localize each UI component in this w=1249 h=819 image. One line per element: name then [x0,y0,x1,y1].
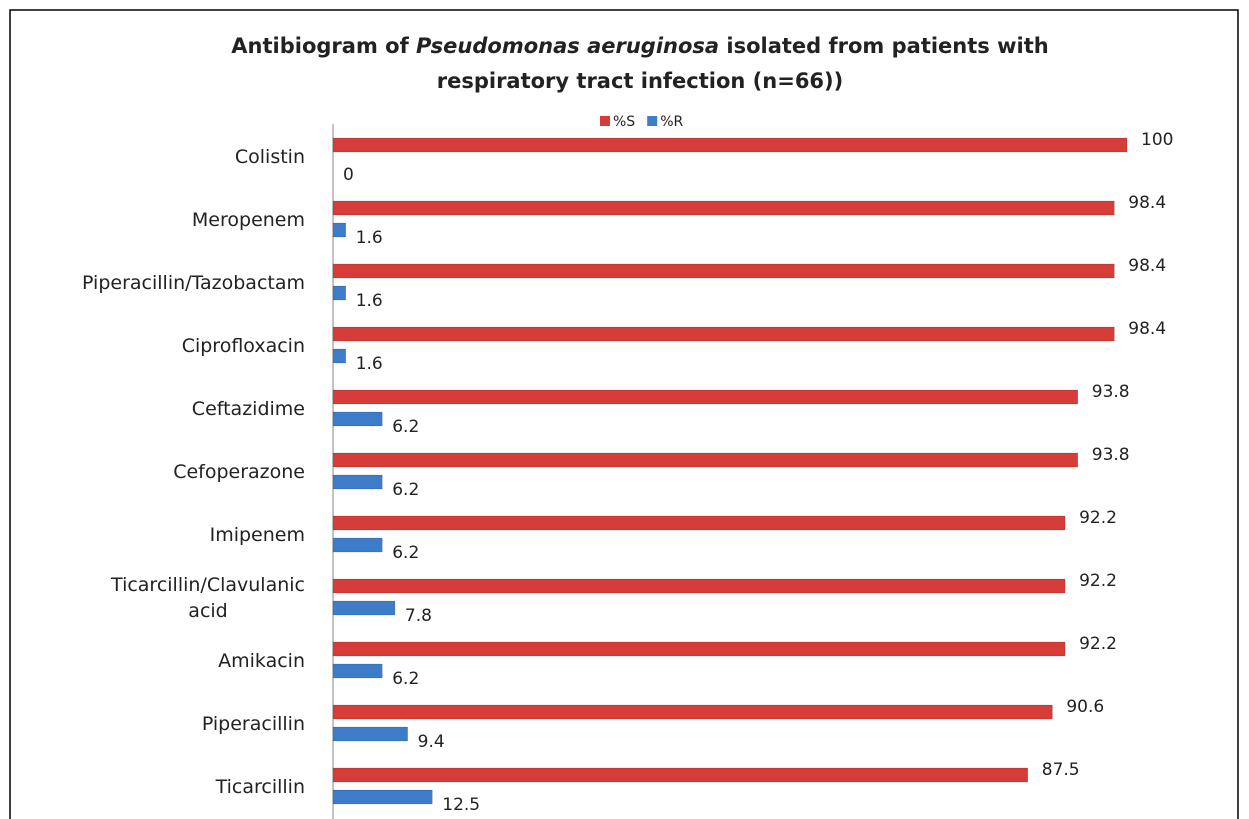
bar [332,222,346,238]
bar [332,348,346,364]
y-tick-label: Meropenem [191,209,305,231]
bar [332,474,383,490]
frame [9,9,1239,819]
bar [332,600,396,616]
data-label: 7.8 [405,606,432,626]
chart-title: respiratory tract infection (n=66)) [437,69,844,93]
data-label: 92.2 [1079,634,1117,654]
legend-label: %R [660,114,683,130]
y-tick-label: Colistin [234,146,305,168]
bar [332,452,1079,468]
data-label: 6.2 [392,417,419,437]
data-label: 1.6 [356,228,383,248]
data-label: 6.2 [392,669,419,689]
bar [332,537,383,553]
y-tick-label: Ticarcillin/Clavulanic acid [111,574,305,622]
bar [332,263,1115,279]
data-label: 98.4 [1128,319,1166,339]
bar [332,578,1066,594]
y-tick-label: Amikacin [218,650,305,672]
bar [332,515,1066,531]
legend-swatch [647,116,658,126]
data-label: 0 [343,165,354,185]
data-label: 98.4 [1128,193,1166,213]
y-tick-label: Ticarcillin [215,776,305,798]
bar [332,411,383,427]
data-label: 1.6 [356,291,383,311]
data-label: 87.5 [1042,760,1080,780]
data-label: 100 [1141,130,1173,150]
y-tick-label: Ceftazidime [191,398,305,420]
bar [332,726,408,742]
data-label: 1.6 [356,354,383,374]
data-label: 90.6 [1066,697,1104,717]
data-label: 12.5 [442,795,480,815]
data-label: 92.2 [1079,508,1117,528]
legend-label: %S [613,114,635,130]
bar [332,641,1066,657]
data-label: 93.8 [1092,382,1130,402]
chart-title: Antibiogram of Pseudomonas aeruginosa is… [231,34,1048,58]
y-tick-label: Piperacillin/Tazobactam [82,272,305,294]
data-label: 9.4 [418,732,445,752]
data-label: 6.2 [392,480,419,500]
bar [332,789,433,805]
bar [332,200,1115,216]
data-label: 98.4 [1128,256,1166,276]
data-label: 6.2 [392,543,419,563]
y-tick-label: Cefoperazone [173,461,305,483]
bar [332,663,383,679]
bar [332,704,1053,720]
bar [332,767,1028,783]
data-label: 93.8 [1092,445,1130,465]
bar [332,326,1115,342]
y-tick-label: Imipenem [209,524,305,546]
bar [332,285,346,301]
bar [332,389,1079,405]
y-tick-label: Piperacillin [201,713,305,735]
data-label: 92.2 [1079,571,1117,591]
y-tick-label: Ciprofloxacin [181,335,305,357]
bar [332,137,1128,153]
legend-swatch [600,116,610,126]
